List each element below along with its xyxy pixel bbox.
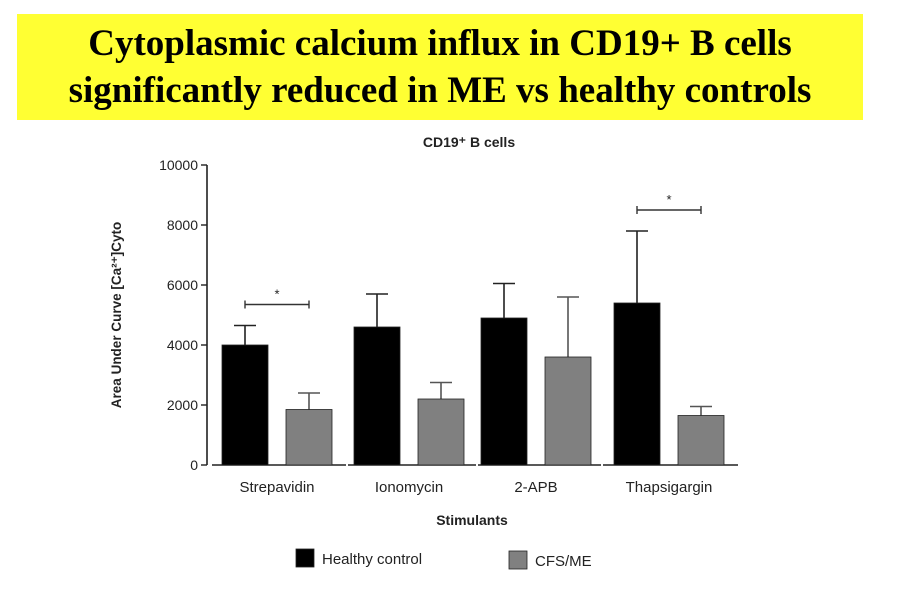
y-tick-label: 4000	[167, 337, 198, 353]
x-tick-label: Thapsigargin	[626, 479, 713, 496]
bar	[417, 398, 465, 466]
bar	[480, 317, 528, 466]
significance-bracket: *	[244, 287, 310, 309]
bar	[353, 326, 401, 466]
legend-swatch	[508, 550, 528, 570]
y-tick-label: 0	[190, 457, 198, 473]
title-banner: Cytoplasmic calcium influx in CD19+ B ce…	[17, 14, 863, 120]
banner-title-line-2: significantly reduced in ME vs healthy c…	[68, 70, 812, 111]
y-tick-label: 10000	[159, 157, 198, 173]
x-tick-label: Ionomycin	[375, 479, 443, 496]
x-axis-label: Stimulants	[436, 512, 508, 528]
bar	[613, 302, 661, 466]
banner-title-line-1: Cytoplasmic calcium influx in CD19+ B ce…	[88, 23, 792, 64]
x-tick-label: Strepavidin	[239, 479, 314, 496]
x-tick-label: 2-APB	[514, 479, 557, 496]
significance-star: *	[666, 192, 671, 207]
y-tick-label: 2000	[167, 397, 198, 413]
bar	[677, 415, 725, 466]
significance-bracket: *	[636, 192, 702, 214]
legend-swatch	[295, 548, 315, 568]
bar	[544, 356, 592, 466]
bar	[221, 344, 269, 466]
significance-star: *	[274, 287, 279, 302]
y-tick-label: 8000	[167, 217, 198, 233]
legend-label: Healthy control	[322, 551, 422, 568]
legend-label: CFS/ME	[535, 553, 592, 570]
y-tick-label: 6000	[167, 277, 198, 293]
chart-title: CD19⁺ B cells	[423, 134, 515, 150]
bar	[285, 409, 333, 466]
y-axis-label: Area Under Curve [Ca²⁺]Cyto	[109, 222, 124, 408]
